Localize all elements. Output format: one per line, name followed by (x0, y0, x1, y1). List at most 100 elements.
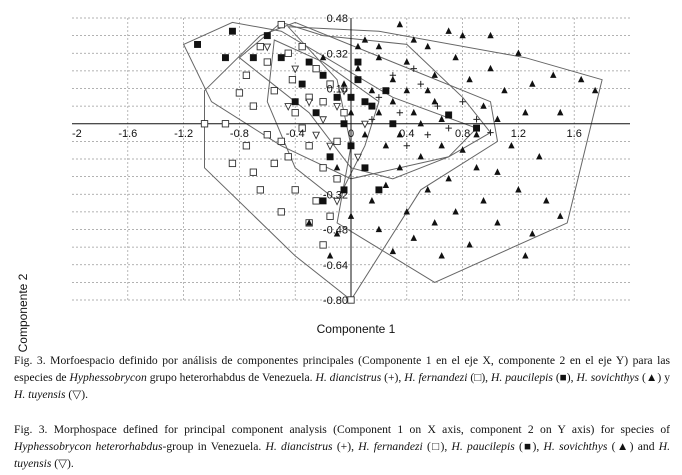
point-sovichthys (473, 130, 480, 138)
point-fernandezi (270, 87, 278, 95)
point-sovichthys (417, 152, 424, 160)
caption-spanish: Fig. 3. Morfoespacio definido por anális… (14, 352, 670, 403)
point-diancistrus (396, 109, 404, 116)
point-sovichthys (487, 64, 494, 72)
point-sovichthys (354, 42, 362, 50)
point-paucilepis (277, 54, 285, 62)
point-fernandezi (319, 241, 327, 249)
point-sovichthys (389, 75, 397, 83)
point-tuyensis (263, 43, 272, 52)
x-tick-label: -0.8 (230, 128, 249, 140)
point-paucilepis (361, 164, 369, 172)
point-paucilepis (473, 124, 481, 132)
point-sovichthys (494, 168, 501, 175)
point-sovichthys (536, 152, 543, 160)
point-sovichthys (403, 208, 410, 215)
point-fernandezi (249, 102, 257, 110)
point-sovichthys (389, 97, 397, 105)
point-sovichthys (438, 115, 445, 122)
point-paucilepis (319, 71, 327, 79)
point-sovichthys (501, 86, 508, 94)
caption-species: H. tuyensis (14, 388, 66, 401)
point-fernandezi (333, 137, 341, 146)
point-paucilepis (222, 54, 229, 62)
point-sovichthys (305, 219, 313, 226)
caption-species: H. tuyensis (14, 440, 671, 470)
y-tick-label: -0.64 (323, 260, 348, 272)
point-sovichthys (333, 164, 341, 171)
point-sovichthys (403, 86, 410, 94)
point-tuyensis (284, 103, 293, 111)
x-tick-label: 0 (348, 128, 354, 140)
caption-species: H. paucilepis (491, 371, 553, 384)
point-sovichthys (375, 225, 383, 233)
point-sovichthys (319, 53, 327, 61)
point-sovichthys (452, 208, 459, 215)
point-sovichthys (333, 230, 341, 237)
point-sovichthys (347, 108, 355, 116)
caption-symbol: (□), (467, 371, 492, 384)
x-axis-title: Componente 1 (316, 322, 396, 336)
point-diancistrus (473, 116, 480, 123)
point-sovichthys (487, 31, 494, 39)
caption-species: H. diancistrus (315, 371, 382, 384)
point-paucilepis (228, 27, 236, 35)
pca-scatter-figure: -2 -1.6 -1.2 -0.8 -0.4 0 0.4 0.8 1.2 1.6 0.48 0.32 0… (72, 13, 630, 307)
caption-symbol: (□), (422, 440, 452, 453)
caption-species: H. sovichthys (543, 440, 608, 453)
point-sovichthys (557, 212, 564, 219)
point-fernandezi (242, 142, 251, 150)
point-sovichthys (375, 108, 383, 116)
point-fernandezi (284, 153, 292, 161)
point-sovichthys (529, 230, 536, 237)
point-fernandezi (256, 186, 264, 194)
caption-genus: Hyphessobrycon (69, 371, 147, 384)
point-fernandezi (288, 76, 297, 84)
point-paucilepis (194, 40, 202, 48)
point-sovichthys (340, 80, 348, 87)
point-fernandezi (263, 131, 271, 139)
caption-species: H. sovichthys (576, 371, 640, 384)
caption-species: H. fernandezi (404, 371, 468, 384)
point-fernandezi (242, 71, 251, 79)
x-tick-label: 1.2 (511, 128, 526, 140)
point-fernandezi (256, 42, 264, 51)
point-sovichthys (396, 130, 404, 138)
caption-species: H. paucilepis (451, 440, 515, 453)
tick-labels: -2 -1.6 -1.2 -0.8 -0.4 0 0.4 0.8 1.2 1.6 0.48 0.32 0… (72, 13, 582, 307)
point-sovichthys (445, 27, 452, 34)
point-sovichthys (403, 58, 410, 65)
point-fernandezi (312, 65, 320, 73)
point-fernandezi (249, 168, 257, 176)
point-diancistrus (375, 94, 383, 101)
point-paucilepis (319, 197, 327, 205)
point-paucilepis (445, 111, 453, 119)
point-tuyensis (291, 65, 300, 74)
point-sovichthys (591, 86, 599, 94)
point-fernandezi (298, 124, 306, 132)
point-sovichthys (529, 80, 536, 87)
point-fernandezi (228, 159, 237, 168)
point-sovichthys (424, 186, 431, 193)
point-sovichthys (557, 108, 564, 116)
point-fernandezi (326, 80, 334, 88)
point-fernandezi (347, 296, 355, 304)
point-tuyensis (361, 120, 369, 129)
point-diancistrus (459, 98, 466, 105)
point-paucilepis (312, 109, 320, 117)
caption-symbol: (▽). (65, 388, 88, 401)
point-fernandezi (312, 197, 320, 205)
point-tuyensis (333, 103, 341, 111)
point-fernandezi (319, 98, 327, 106)
point-sovichthys (438, 252, 445, 259)
caption-species: H. fernandezi (358, 440, 423, 453)
convex-hull (238, 21, 492, 180)
point-sovichthys (466, 241, 473, 248)
point-sovichthys (494, 115, 501, 122)
point-paucilepis (347, 93, 355, 101)
point-sovichthys (515, 49, 522, 56)
point-sovichthys (480, 102, 487, 109)
point-fernandezi (291, 186, 299, 194)
point-fernandezi (340, 109, 348, 117)
point-sovichthys (347, 212, 355, 219)
